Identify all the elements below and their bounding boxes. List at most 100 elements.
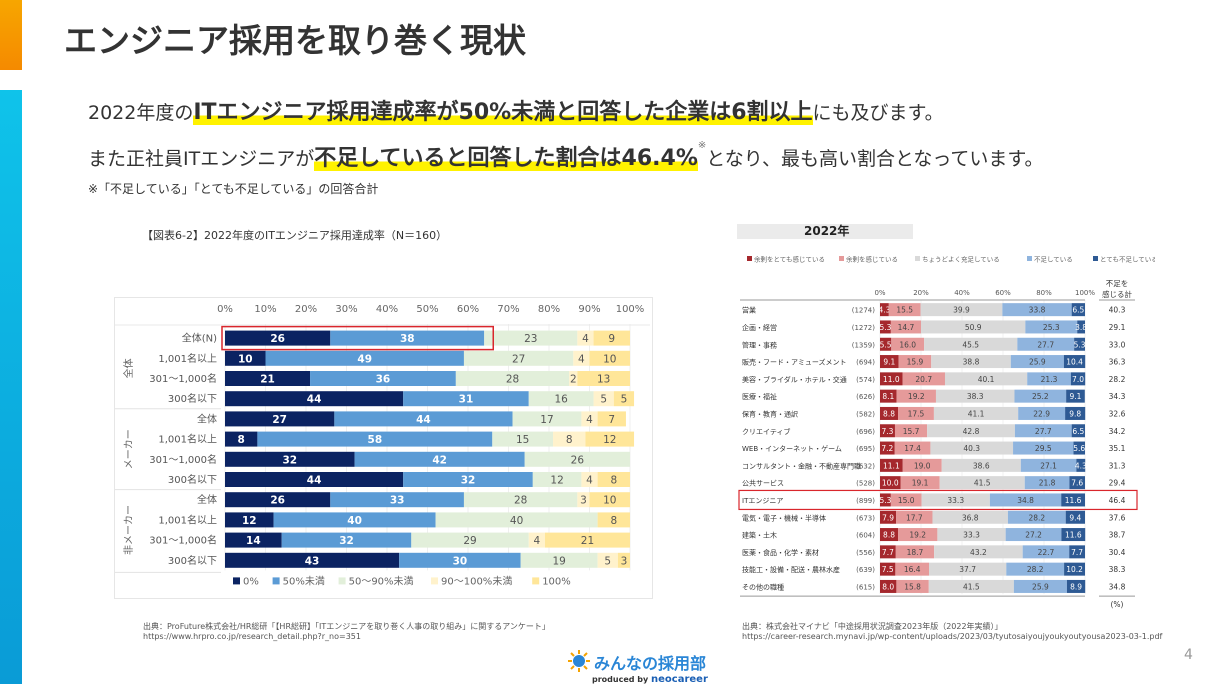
bar-segment <box>921 493 990 507</box>
data-label: 8 <box>610 515 617 527</box>
data-label: 26 <box>571 454 585 466</box>
total-value: 34.3 <box>1109 392 1126 401</box>
row-label: 1,001名以上 <box>158 513 217 526</box>
data-label: 12 <box>603 434 616 446</box>
bar-segment <box>553 431 586 447</box>
bar-segment <box>890 493 922 507</box>
data-label: 36.8 <box>962 513 979 522</box>
row-label: 技能工・設備・配送・農林水産 <box>742 565 840 574</box>
total-value: 38.7 <box>1109 531 1126 540</box>
row-label: 医療・福祉 <box>742 392 777 401</box>
legend-swatch <box>1027 256 1032 261</box>
logo-text: みんなの採用部 <box>594 654 707 673</box>
x-tick-label: 100% <box>1075 289 1095 297</box>
total-value: 40.3 <box>1109 306 1126 315</box>
source-right: 出典：株式会社マイナビ「中途採用状況調査2023年版（2022年実績）」 htt… <box>742 622 1162 642</box>
bar-segment <box>902 458 942 472</box>
total-value: 29.4 <box>1109 479 1126 488</box>
data-label: 23 <box>524 333 537 345</box>
legend-label: とても不足している <box>1100 256 1155 264</box>
bar-segment <box>1022 545 1070 559</box>
bar-segment <box>1071 424 1085 438</box>
data-label: 27.1 <box>1040 461 1057 470</box>
data-label: 9.1 <box>883 358 895 367</box>
bar-segment <box>577 330 594 346</box>
row-sample-size: (528) <box>856 480 875 488</box>
data-label: 5.3 <box>879 496 891 505</box>
bar-segment <box>1006 562 1065 576</box>
bar-segment <box>1066 389 1085 403</box>
footnote-mark: ※ <box>697 140 707 151</box>
data-label: 45.5 <box>962 340 979 349</box>
bar-segment <box>1063 355 1086 369</box>
x-tick-label: 60% <box>995 289 1011 297</box>
data-label: 19.0 <box>914 461 931 470</box>
bar-segment <box>225 552 400 568</box>
data-label: 42 <box>432 454 447 466</box>
data-label: 15.9 <box>907 358 924 367</box>
bar-segment <box>1024 476 1070 490</box>
bar-segment <box>1064 562 1085 576</box>
x-tick-label: 80% <box>1036 289 1052 297</box>
data-label: 29 <box>463 535 476 547</box>
bar-segment <box>589 350 630 366</box>
accent-bar-orange <box>0 0 22 70</box>
data-label: 26 <box>270 333 285 345</box>
data-label: 7.6 <box>1071 479 1083 488</box>
bar-segment <box>896 389 936 403</box>
data-label: 7.3 <box>882 427 894 436</box>
row-label: 1,001名以上 <box>158 433 217 446</box>
bar-segment <box>880 510 897 524</box>
data-label: 7.5 <box>882 565 894 574</box>
total-value: 33.0 <box>1109 340 1126 349</box>
row-label: 全体(N) <box>182 332 217 345</box>
data-label: 44 <box>307 475 322 487</box>
legend-swatch <box>915 256 920 261</box>
brand-logo: みんなの採用部 produced by neocareer <box>566 648 736 685</box>
data-label: 2 <box>570 374 577 386</box>
data-label: 4 <box>578 353 585 365</box>
row-label: その他の職種 <box>742 582 784 591</box>
data-label: 5 <box>600 394 607 406</box>
bar-segment <box>895 545 935 559</box>
row-label: 営業 <box>742 306 756 315</box>
data-label: 32 <box>339 535 354 547</box>
data-label: 9.1 <box>1069 392 1081 401</box>
data-label: 17 <box>540 414 553 426</box>
bar-segment <box>273 512 436 528</box>
data-label: 4 <box>586 475 593 487</box>
right-chart-svg: 余剰をとても感じている 余剰を感じている ちょうどよく充足している 不足している とても… <box>738 255 1158 609</box>
data-label: 49 <box>357 353 372 365</box>
x-tick-label: 50% <box>416 304 438 315</box>
total-column-header: 感じる計 <box>1102 289 1132 299</box>
bar-segment <box>1013 579 1067 593</box>
bar-segment <box>880 320 891 334</box>
bar-segment <box>880 355 899 369</box>
left-chart: 0% 10% 20% 30% 40% 50% 60% 70% 80% 90% 100% 全体(N) 26… <box>114 297 653 599</box>
x-tick-label: 40% <box>376 304 398 315</box>
bar-segment <box>597 472 630 487</box>
legend-swatch <box>532 577 540 585</box>
bar-segment <box>1065 510 1085 524</box>
row-sample-size: (604) <box>856 532 875 540</box>
data-label: 38.3 <box>967 392 984 401</box>
highlight-box <box>221 325 494 351</box>
data-label: 14 <box>246 535 261 547</box>
bar-segment <box>524 451 630 467</box>
row-label: 301～1,000名 <box>149 534 217 547</box>
bar-segment <box>920 303 1003 317</box>
total-value: 34.2 <box>1109 427 1126 436</box>
legend-label: 50%未満 <box>283 575 325 587</box>
data-label: 12 <box>550 475 563 487</box>
data-label: 5.5 <box>880 340 892 349</box>
data-label: 33.3 <box>963 531 980 540</box>
source-right-url[interactable]: https://career-research.mynavi.jp/wp-con… <box>742 632 1163 641</box>
row-label: ITエンジニア <box>742 497 783 505</box>
bar-segment <box>1074 337 1085 351</box>
data-label: 28 <box>514 495 527 507</box>
data-label: 8 <box>610 475 617 487</box>
total-value: 46.4 <box>1109 496 1126 505</box>
data-label: 25.3 <box>1043 323 1060 332</box>
source-left-url[interactable]: https://www.hrpro.co.jp/research_detail.… <box>143 632 361 641</box>
legend-label: 90～100%未満 <box>441 575 512 587</box>
